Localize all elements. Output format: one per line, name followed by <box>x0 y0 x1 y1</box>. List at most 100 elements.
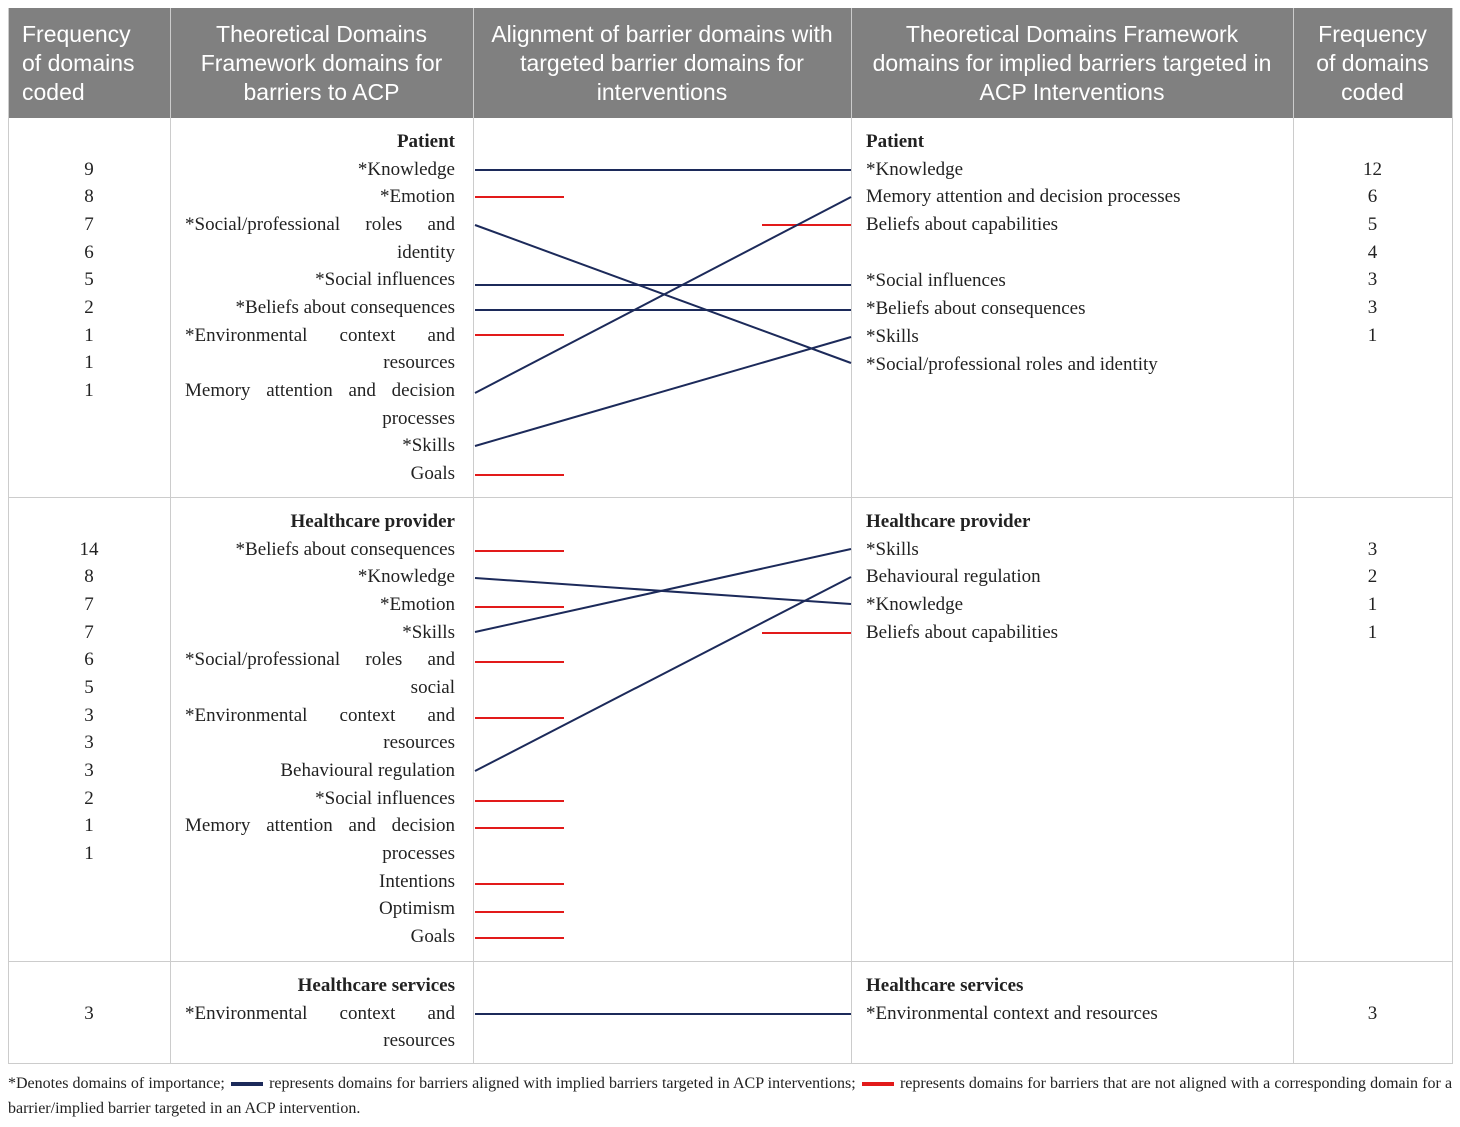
frequency: 1 <box>1367 594 1378 615</box>
domain: Beliefs about capabilities <box>866 621 1059 643</box>
domain: *Social/professional roles and identity <box>866 354 1158 376</box>
domain: *Emotion <box>380 186 455 208</box>
border <box>1293 8 1294 1064</box>
border <box>8 8 9 1064</box>
aligned-line <box>474 336 852 447</box>
frequency-column: 12 6 5 4 3 3 1 <box>1293 128 1452 349</box>
domain: *Social influences <box>315 787 455 809</box>
frequency: 7 <box>84 594 94 615</box>
domain: *Knowledge <box>357 566 455 588</box>
section-title: Healthcare services <box>297 975 455 996</box>
domain: Memory attention and decision processes <box>185 380 455 429</box>
frequency: 5 <box>84 677 94 699</box>
frequency: 2 <box>84 297 94 319</box>
section-title: Healthcare services <box>866 975 1024 996</box>
section-title: Patient <box>866 131 925 152</box>
aligned-line <box>474 576 852 772</box>
frequency: 7 <box>84 214 94 235</box>
footnote-text: represents domains for barriers that are… <box>8 1075 1453 1117</box>
frequency: 9 <box>84 158 94 180</box>
domain: *Knowledge <box>866 594 964 616</box>
header-text: Alignment of barrier domains with target… <box>491 20 833 105</box>
header-cell: Frequency of domains coded <box>1293 8 1452 118</box>
aligned-line <box>474 548 852 633</box>
header-cell: Theoretical Domains Framework domains fo… <box>170 8 473 118</box>
table-section: 3 Healthcare services *Environmental conte… <box>8 962 1452 1064</box>
footnote-text: represents domains for barriers aligned … <box>269 1075 856 1092</box>
domain: *Skills <box>402 435 455 457</box>
header-text: Frequency of domains coded <box>22 20 135 105</box>
domain: *Skills <box>866 326 919 348</box>
frequency: 12 <box>1363 158 1382 180</box>
frequency: 1 <box>84 815 94 837</box>
footnote: *Denotes domains of importance; represen… <box>8 1071 1452 1121</box>
frequency: 5 <box>84 269 94 291</box>
frequency: 8 <box>84 186 94 208</box>
domain: *Beliefs about consequences <box>235 297 455 319</box>
domain-column: Healthcare services *Environmental contex… <box>866 972 1286 1027</box>
border <box>170 8 171 1064</box>
domain-column: Patient *Knowledge Memory attention and de… <box>866 128 1286 379</box>
header-cell: Alignment of barrier domains with target… <box>473 8 851 118</box>
frequency: 3 <box>84 732 94 754</box>
domain: Goals <box>410 463 455 485</box>
frequency: 1 <box>84 352 94 374</box>
domain: *Social influences <box>315 269 455 291</box>
frequency: 3 <box>1367 297 1378 319</box>
domain: *Knowledge <box>357 158 455 180</box>
domain: *Social/professional roles and identity <box>185 214 455 263</box>
domain-column: Healthcare provider *Skills Behavioural re… <box>866 508 1286 646</box>
frequency: 1 <box>1367 324 1378 346</box>
frequency: 2 <box>1367 566 1378 588</box>
header-text: Theoretical Domains Framework domains fo… <box>872 20 1272 105</box>
legend-swatch <box>230 1082 263 1087</box>
frequency: 3 <box>1367 269 1378 291</box>
frequency: 1 <box>1367 621 1378 643</box>
domain: *Environmental context and resources <box>185 1002 455 1052</box>
domain: Behavioural regulation <box>866 566 1041 588</box>
frequency: 1 <box>84 380 94 402</box>
domain: Memory attention and decision processes <box>866 186 1181 208</box>
domain: Intentions <box>379 870 455 892</box>
domain: Memory attention and decision processes <box>185 815 455 865</box>
legend-swatch <box>861 1082 894 1087</box>
section-title: Healthcare provider <box>290 511 455 532</box>
domain: *Skills <box>402 621 455 643</box>
domain: Optimism <box>378 898 455 920</box>
header-text: Frequency of domains coded <box>1316 20 1429 105</box>
header-cell: Frequency of domains coded <box>8 8 170 118</box>
frequency: 5 <box>1367 214 1378 235</box>
border <box>851 8 852 1064</box>
domain: *Social/professional roles and social <box>185 649 455 699</box>
border <box>473 8 474 1064</box>
section-title: Patient <box>396 131 455 152</box>
domain: *Beliefs about consequences <box>866 298 1086 320</box>
table-section: 9 8 7 6 5 2 1 1 1 Patient *Knowledge *Emotion *Socia… <box>8 118 1452 498</box>
border <box>1452 8 1453 1064</box>
footnote-text: *Denotes domains of importance; <box>8 1075 225 1092</box>
frequency: 3 <box>84 704 94 726</box>
section-title: Healthcare provider <box>866 511 1031 532</box>
frequency: 6 <box>84 241 94 263</box>
domain-column: Patient *Knowledge *Emotion *Social/profess… <box>185 128 455 488</box>
frequency: 4 <box>1367 241 1378 263</box>
frequency-column: 3 <box>1293 972 1452 1027</box>
frequency-column: 3 <box>8 972 170 1027</box>
domain: *Skills <box>866 538 919 560</box>
frequency: 8 <box>84 566 94 588</box>
frequency: 6 <box>1367 186 1378 208</box>
domain: *Environmental context and resources <box>185 704 455 754</box>
frequency: 3 <box>84 1002 94 1024</box>
frequency-column: 9 8 7 6 5 2 1 1 1 <box>8 128 170 405</box>
frequency: 6 <box>84 649 94 671</box>
domain: *Emotion <box>380 594 455 616</box>
frequency: 3 <box>1367 1002 1378 1024</box>
aligned-line <box>474 196 852 394</box>
domain-column: Healthcare services *Environmental contex… <box>185 972 455 1055</box>
header-text: Theoretical Domains Framework domains fo… <box>200 20 443 105</box>
table-section: 14 8 7 7 6 5 3 3 3 2 1 1 Healthcare provider *Beliefs… <box>8 498 1452 962</box>
domain: *Beliefs about consequences <box>235 538 455 560</box>
frequency: 2 <box>84 787 94 809</box>
header-cell: Theoretical Domains Framework domains fo… <box>851 8 1293 118</box>
